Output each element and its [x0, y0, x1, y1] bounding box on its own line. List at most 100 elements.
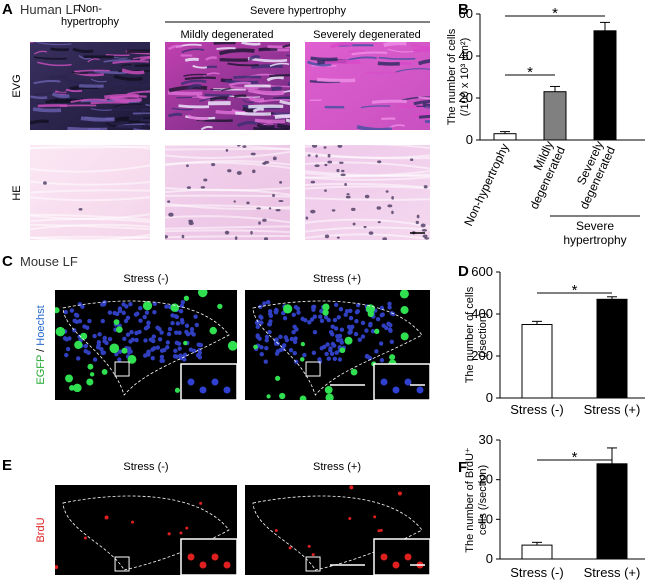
fiber [103, 59, 132, 63]
fiber [121, 68, 145, 75]
fiber [418, 59, 430, 66]
fiber [307, 60, 332, 67]
fiber [274, 114, 290, 119]
cell [100, 318, 105, 324]
nucleus [346, 193, 350, 196]
y-axis-label: (/section) [477, 312, 489, 357]
cell [102, 335, 107, 341]
label-part: Hoechst [35, 305, 47, 345]
fiber [213, 42, 236, 45]
y-axis-label: The number of BrdU⁺ [464, 447, 476, 553]
fiber [305, 233, 430, 240]
micrograph-content [305, 42, 430, 130]
fiber [30, 196, 150, 202]
cell [167, 532, 171, 536]
fiber [70, 98, 107, 104]
fiber [142, 117, 150, 120]
cell [182, 357, 187, 362]
fiber [216, 47, 236, 50]
cell [273, 341, 279, 346]
fiber [165, 235, 290, 239]
nucleus [258, 221, 261, 225]
cell [151, 334, 157, 339]
cell [387, 301, 392, 306]
nucleus [278, 199, 284, 202]
nucleus [337, 145, 343, 148]
nucleus [324, 189, 327, 192]
cell [253, 344, 258, 350]
cell [259, 345, 264, 350]
cell [278, 347, 283, 353]
fiber [34, 50, 48, 55]
fiber [30, 180, 150, 186]
nucleus [340, 173, 346, 177]
cell [167, 326, 173, 332]
fiber [230, 86, 259, 90]
x-tick-label: Stress (+) [584, 565, 641, 580]
micrograph-content [30, 145, 150, 240]
fiber [228, 81, 252, 87]
micrograph [305, 145, 430, 240]
fiber [90, 108, 112, 111]
group-label: Severe [576, 219, 614, 233]
cell [263, 359, 268, 364]
fiber [266, 75, 285, 82]
panel-letter: F [458, 459, 467, 476]
x-tick-label: Stress (-) [510, 402, 563, 417]
cell [127, 354, 137, 364]
nucleus [167, 200, 171, 203]
cell [333, 302, 339, 307]
cell [299, 395, 307, 400]
cell [129, 329, 134, 335]
cell [397, 491, 402, 496]
fiber [279, 99, 290, 106]
nucleus [236, 145, 241, 147]
y-axis-label: cells (/section) [477, 465, 489, 535]
cell [387, 305, 392, 310]
cell [145, 324, 151, 330]
cell [264, 334, 270, 340]
cell [322, 309, 329, 316]
cell [191, 332, 196, 337]
fiber [305, 161, 430, 170]
fiber [235, 111, 272, 116]
nucleus [410, 158, 414, 162]
cell [183, 340, 188, 346]
cell [357, 337, 362, 342]
micrograph-content [55, 290, 237, 400]
fiber [181, 48, 205, 54]
panel-letter: A [2, 1, 13, 18]
fiber [143, 122, 150, 127]
cell [279, 392, 286, 400]
fiber [67, 126, 108, 130]
row-label: EGFP / Hoechst [35, 305, 47, 384]
cell [122, 336, 127, 342]
cell [135, 311, 140, 316]
cell [174, 314, 180, 320]
nucleus [262, 218, 267, 222]
cell [324, 351, 329, 357]
cell [150, 355, 155, 361]
fiber [72, 71, 89, 74]
fiber [80, 116, 115, 122]
cell [274, 337, 279, 342]
cell [267, 322, 273, 327]
micrograph [245, 290, 430, 400]
y-axis-label: The number of cells [464, 286, 476, 383]
micrograph [305, 42, 430, 130]
group-label: hypertrophy [563, 233, 626, 247]
cell [354, 310, 360, 315]
cell [389, 339, 394, 345]
fiber [387, 48, 415, 53]
nucleus [268, 207, 272, 210]
cell [73, 383, 82, 393]
cell [309, 317, 315, 322]
fiber [360, 105, 391, 109]
nucleus [233, 200, 236, 203]
cell [217, 303, 223, 310]
cell [353, 331, 359, 337]
fiber [282, 90, 290, 94]
fiber [383, 42, 407, 47]
fiber [140, 118, 150, 124]
nucleus [423, 185, 428, 189]
